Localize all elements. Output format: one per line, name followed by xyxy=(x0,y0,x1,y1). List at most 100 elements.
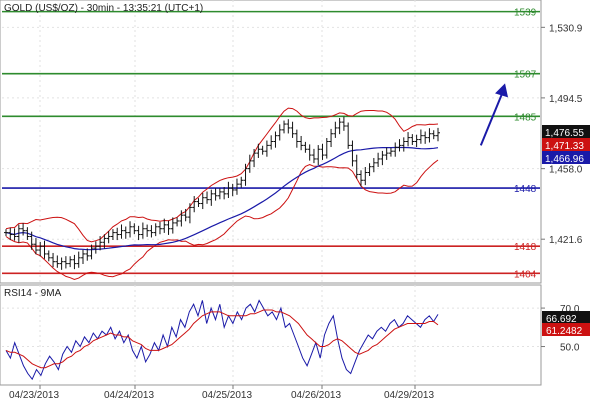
price-axis: 1,530.9 1,494.5 1,458.0 1,421.6 xyxy=(541,23,583,246)
price-bar-83 xyxy=(359,170,364,187)
price-bar-95 xyxy=(410,134,415,145)
x-tick-3: 04/26/2013 xyxy=(291,390,341,400)
price-bar-59 xyxy=(256,143,261,158)
price-bar-30 xyxy=(132,223,137,235)
x-axis: 04/23/2013 04/24/2013 04/25/2013 04/26/2013… xyxy=(9,385,434,400)
price-bar-89 xyxy=(384,147,389,160)
price-bar-22 xyxy=(98,236,103,251)
price-bar-50 xyxy=(217,188,222,200)
price-bar-90 xyxy=(388,147,393,157)
price-bar-45 xyxy=(196,198,201,208)
price-bar-31 xyxy=(136,225,141,241)
price-bar-11 xyxy=(51,252,56,268)
price-bar-68 xyxy=(294,129,299,148)
price-levels: 1539 1507 1485 1448 1418 1404 xyxy=(2,8,540,280)
price-bar-24 xyxy=(106,230,111,244)
rsi-badge-bg-0 xyxy=(542,311,590,324)
price-bar-53 xyxy=(230,183,235,197)
forecast-arrow-head xyxy=(495,83,509,98)
price-badge-1: 1,471.33 xyxy=(545,141,584,152)
price-tick-1: 1,494.5 xyxy=(549,94,583,105)
x-tick-2: 04/25/2013 xyxy=(202,390,252,400)
price-bar-42 xyxy=(183,208,188,222)
price-bar-73 xyxy=(316,145,321,166)
price-bar-76 xyxy=(329,128,334,148)
level-label-1507: 1507 xyxy=(514,70,537,81)
price-bar-70 xyxy=(303,141,308,153)
price-bar-9 xyxy=(42,240,47,259)
price-bar-81 xyxy=(350,140,355,167)
price-bar-10 xyxy=(46,250,51,262)
price-bar-64 xyxy=(277,124,282,141)
price-bar-54 xyxy=(234,178,239,195)
price-bar-75 xyxy=(324,138,329,159)
rsi-tick-1: 50.0 xyxy=(560,343,580,354)
rsi-lines xyxy=(5,299,439,381)
price-tick-2: 1,458.0 xyxy=(549,165,583,176)
price-panel xyxy=(0,0,542,284)
forecast-arrow xyxy=(479,83,509,146)
bollinger-lower xyxy=(5,159,439,281)
rsi-axis: 70.0 50.0 xyxy=(541,304,580,354)
price-bar-56 xyxy=(243,163,248,186)
price-bar-12 xyxy=(55,255,60,268)
price-bar-37 xyxy=(162,218,167,233)
price-bar-32 xyxy=(140,222,145,239)
price-bar-93 xyxy=(401,137,406,152)
price-bar-100 xyxy=(431,130,436,140)
x-tick-4: 04/29/2013 xyxy=(384,390,434,400)
price-tick-3: 1,421.6 xyxy=(549,235,583,246)
price-bar-29 xyxy=(128,221,133,238)
price-bar-36 xyxy=(157,221,162,235)
price-bar-85 xyxy=(367,163,372,177)
rsi-panel xyxy=(0,284,542,386)
price-badge-2: 1,466.96 xyxy=(545,154,584,165)
price-bar-88 xyxy=(380,150,385,166)
x-tick-0: 04/23/2013 xyxy=(9,390,59,400)
price-bar-87 xyxy=(376,152,381,167)
price-bar-14 xyxy=(63,256,68,269)
price-grid xyxy=(2,0,540,283)
price-bar-4 xyxy=(21,223,26,236)
price-bar-16 xyxy=(72,254,77,270)
price-bar-91 xyxy=(393,142,398,157)
price-bar-84 xyxy=(363,166,368,186)
price-bar-101 xyxy=(436,127,440,142)
level-label-1448: 1448 xyxy=(514,184,537,195)
price-bar-28 xyxy=(123,226,128,239)
price-bar-72 xyxy=(311,148,316,164)
level-label-1418: 1418 xyxy=(514,242,537,253)
price-bar-6 xyxy=(29,231,34,250)
rsi-chart-title: RSI14 - 9MA xyxy=(4,288,62,299)
price-bar-23 xyxy=(102,234,107,249)
price-bar-5 xyxy=(25,227,30,240)
price-bar-20 xyxy=(89,244,94,260)
price-bar-33 xyxy=(145,224,150,237)
price-bar-34 xyxy=(149,225,154,238)
level-label-1539: 1539 xyxy=(514,8,537,19)
price-bar-77 xyxy=(333,121,338,138)
price-bar-51 xyxy=(222,187,227,200)
price-bar-82 xyxy=(354,154,359,179)
price-bar-15 xyxy=(68,256,73,268)
price-bar-86 xyxy=(371,157,376,173)
price-bar-38 xyxy=(166,220,171,235)
rsi-series-1 xyxy=(5,309,439,369)
rsi-badge-1: 61.2482 xyxy=(546,326,583,337)
rsi-badge-0: 66.692 xyxy=(546,314,577,325)
price-bar-46 xyxy=(200,192,205,210)
price-bar-55 xyxy=(239,176,244,188)
price-bar-74 xyxy=(320,143,325,160)
level-label-1485: 1485 xyxy=(514,112,537,123)
bollinger-bands xyxy=(5,107,439,281)
price-bar-65 xyxy=(282,120,287,134)
x-tick-1: 04/24/2013 xyxy=(104,390,154,400)
price-bar-79 xyxy=(341,116,346,131)
price-bar-48 xyxy=(209,189,214,206)
price-bar-52 xyxy=(226,181,231,199)
price-bar-3 xyxy=(16,224,21,243)
moving-average xyxy=(5,146,439,251)
price-bars xyxy=(4,116,440,270)
price-bar-47 xyxy=(205,191,210,204)
price-bar-18 xyxy=(80,249,85,265)
